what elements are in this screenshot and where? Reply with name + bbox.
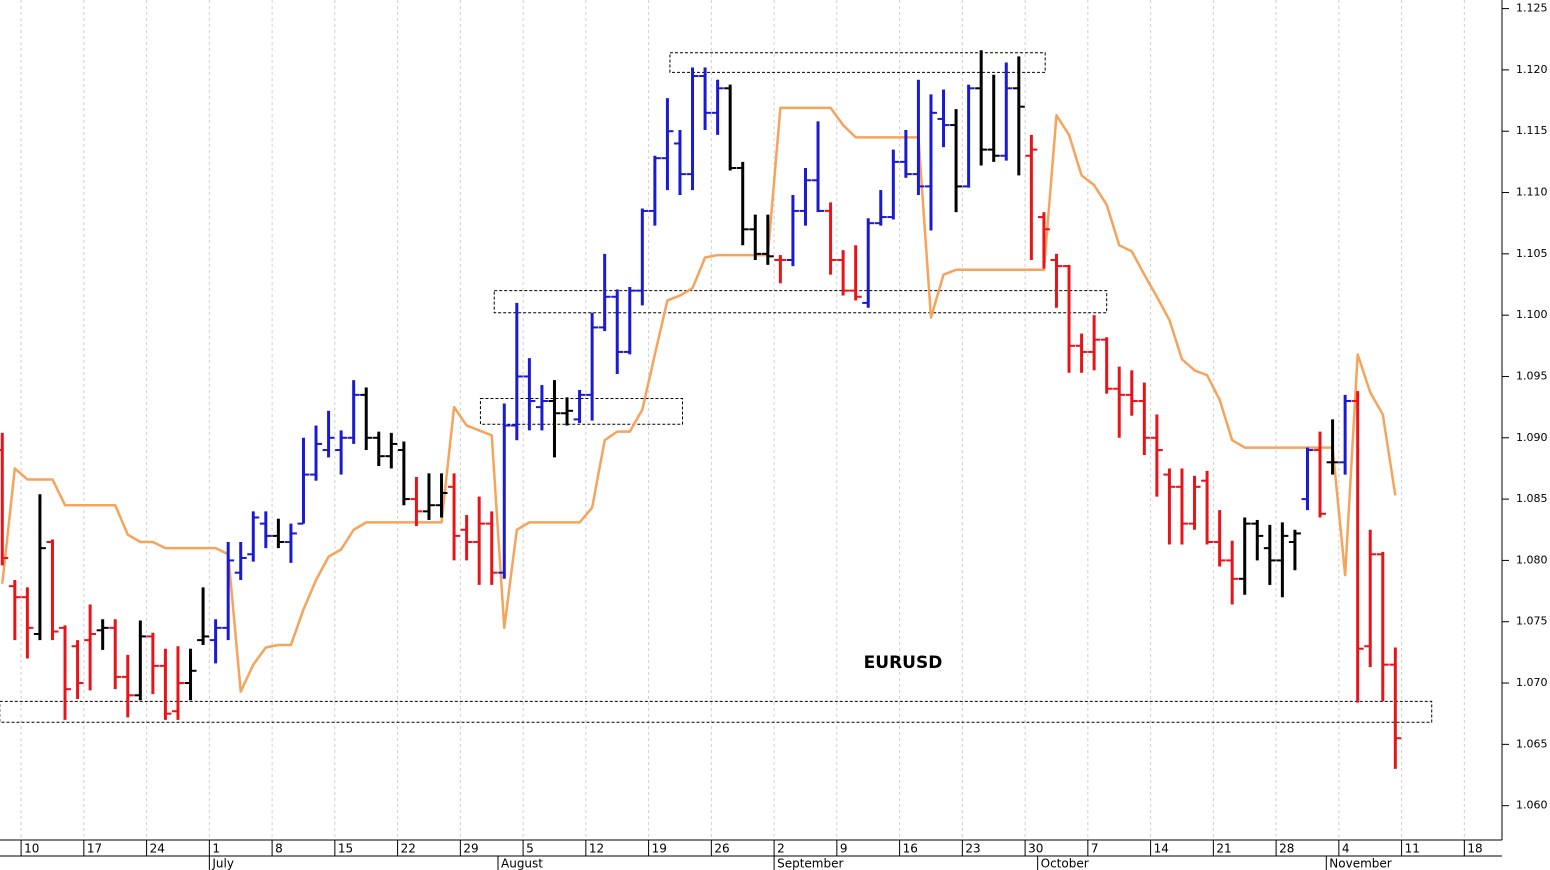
month-label: July	[211, 857, 234, 870]
x-tick-label: 19	[652, 842, 667, 856]
price-zone	[479, 398, 683, 425]
x-tick-label: 29	[463, 842, 478, 856]
x-tick-label: 28	[1279, 842, 1294, 856]
x-tick-label: 1	[212, 842, 220, 856]
y-tick-label: 1.115	[1516, 124, 1548, 137]
x-tick-label: 16	[903, 842, 918, 856]
x-tick-label: 15	[338, 842, 353, 856]
y-tick-label: 1.080	[1516, 553, 1548, 566]
indicator-line	[1, 106, 1397, 693]
x-tick-label: 8	[275, 842, 283, 856]
y-tick-label: 1.060	[1516, 799, 1548, 812]
x-tick-label: 5	[526, 842, 534, 856]
x-tick-label: 14	[1154, 842, 1169, 856]
x-tick-label: 17	[87, 842, 102, 856]
y-tick-label: 1.120	[1516, 63, 1548, 76]
month-label: November	[1329, 857, 1391, 870]
x-tick-label: 24	[150, 842, 165, 856]
price-zone	[493, 290, 1108, 314]
y-tick-label: 1.125	[1516, 2, 1548, 15]
x-tick-label: 10	[24, 842, 39, 856]
x-tick-label: 18	[1467, 842, 1482, 856]
x-tick-label: 2	[777, 842, 785, 856]
x-tick-label: 21	[1216, 842, 1231, 856]
price-zone	[669, 52, 1046, 73]
x-tick-label: 11	[1405, 842, 1420, 856]
x-tick-label: 30	[1028, 842, 1043, 856]
x-tick-label: 22	[401, 842, 416, 856]
y-tick-label: 1.085	[1516, 492, 1548, 505]
y-tick-label: 1.075	[1516, 615, 1548, 628]
price-zone	[0, 700, 1433, 723]
x-tick-label: 26	[714, 842, 729, 856]
symbol-label: EURUSD	[864, 653, 943, 673]
y-tick-label: 1.110	[1516, 186, 1548, 199]
y-tick-label: 1.100	[1516, 308, 1548, 321]
x-tick-label: 4	[1342, 842, 1350, 856]
x-tick-label: 9	[840, 842, 848, 856]
x-tick-label: 7	[1091, 842, 1099, 856]
x-tick-label: 12	[589, 842, 604, 856]
month-label: August	[501, 857, 543, 870]
y-tick-label: 1.065	[1516, 737, 1548, 750]
month-label: September	[777, 857, 843, 870]
x-tick-label: 23	[965, 842, 980, 856]
y-tick-label: 1.095	[1516, 369, 1548, 382]
y-tick-label: 1.105	[1516, 247, 1548, 260]
y-tick-label: 1.070	[1516, 676, 1548, 689]
y-tick-label: 1.090	[1516, 431, 1548, 444]
month-label: October	[1041, 857, 1089, 870]
